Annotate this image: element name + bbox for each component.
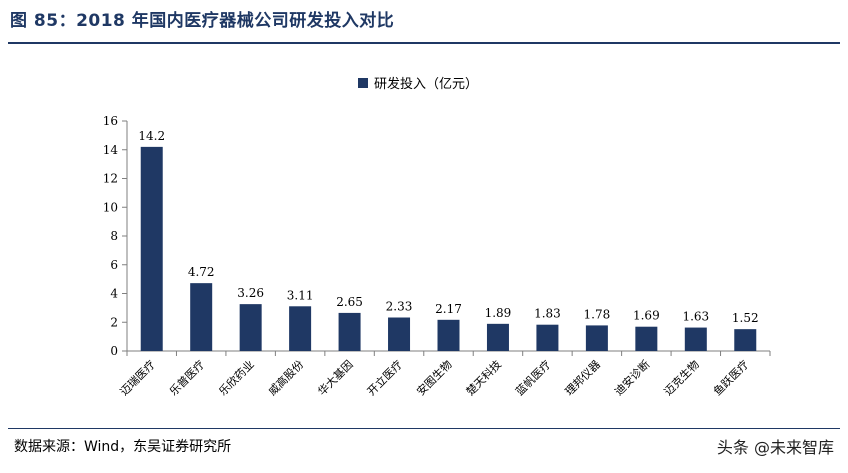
y-tick-label: 14 xyxy=(103,143,119,157)
footer-divider xyxy=(8,428,840,429)
category-label: 迪安诊断 xyxy=(611,357,652,398)
data-label: 2.65 xyxy=(336,295,363,309)
y-tick-label: 10 xyxy=(103,200,118,214)
category-label: 乐欣药业 xyxy=(216,357,257,398)
value-labels: 14.2 4.72 3.26 3.11 2.65 2.33 2.17 1.89 1.83 1.78… xyxy=(138,129,758,325)
y-tick-label: 2 xyxy=(110,315,118,329)
bar xyxy=(388,317,411,351)
y-tick-label: 8 xyxy=(110,229,118,243)
y-tick-label: 4 xyxy=(110,287,118,301)
category-label: 华大基因 xyxy=(315,357,356,398)
data-label: 2.33 xyxy=(386,300,413,314)
category-labels: 迈瑞医疗 乐普医疗 乐欣药业 威高股份 华大基因 开立医疗 安图生物 楚天科技 蓝帆医疗 理邦仪器… xyxy=(117,357,752,398)
data-label: 1.89 xyxy=(485,306,512,320)
data-label: 1.63 xyxy=(682,310,709,324)
data-label: 14.2 xyxy=(138,129,165,143)
bar xyxy=(536,324,559,351)
data-label: 1.69 xyxy=(633,309,660,323)
watermark: 头条 @未来智库 xyxy=(716,438,834,457)
bar xyxy=(684,327,707,351)
data-label: 4.72 xyxy=(188,265,215,279)
category-label: 安图生物 xyxy=(414,357,455,398)
data-label: 1.52 xyxy=(732,311,759,325)
x-axis xyxy=(126,350,771,356)
category-label: 楚天科技 xyxy=(463,357,504,398)
figure-title: 图 85：2018 年国内医疗器械公司研发投入对比 xyxy=(10,11,395,31)
category-label: 乐普医疗 xyxy=(166,357,207,398)
bar xyxy=(338,312,361,351)
bar xyxy=(734,329,757,351)
bar xyxy=(486,323,509,351)
y-axis: 0 2 4 6 8 10 12 14 16 xyxy=(103,114,128,358)
bar xyxy=(635,326,658,351)
bar xyxy=(190,283,213,351)
legend-swatch xyxy=(358,78,368,88)
bar xyxy=(289,306,312,351)
data-label: 3.26 xyxy=(237,286,264,300)
category-label: 威高股份 xyxy=(265,357,306,398)
data-label: 2.17 xyxy=(435,302,462,316)
title-divider xyxy=(8,42,840,44)
bar xyxy=(239,304,262,351)
chart-legend: 研发投入（亿元） xyxy=(358,76,478,92)
y-tick-label: 12 xyxy=(103,172,118,186)
legend-label: 研发投入（亿元） xyxy=(374,76,478,92)
category-label: 迈克生物 xyxy=(661,357,702,398)
data-label: 3.11 xyxy=(287,288,314,302)
category-label: 开立医疗 xyxy=(364,357,405,398)
y-tick-label: 0 xyxy=(110,344,118,358)
data-label: 1.83 xyxy=(534,307,561,321)
bars xyxy=(140,146,757,351)
bar xyxy=(585,325,608,351)
source-note: 数据来源：Wind，东吴证券研究所 xyxy=(14,439,232,455)
y-tick-label: 16 xyxy=(103,114,118,128)
bar xyxy=(140,146,163,351)
bar xyxy=(437,319,460,351)
category-label: 迈瑞医疗 xyxy=(117,357,158,398)
y-tick-label: 6 xyxy=(110,258,118,272)
category-label: 鱼跃医疗 xyxy=(710,357,751,398)
data-label: 1.78 xyxy=(584,307,611,321)
category-label: 蓝帆医疗 xyxy=(513,357,554,398)
category-label: 理邦仪器 xyxy=(563,358,603,398)
